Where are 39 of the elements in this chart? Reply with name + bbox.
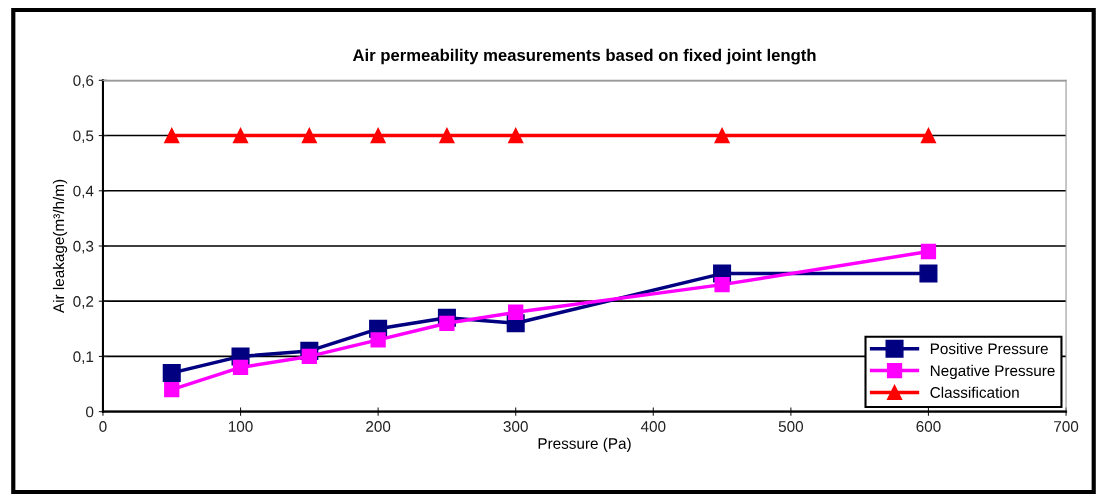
x-tick-label: 700 bbox=[1054, 421, 1079, 432]
point bbox=[920, 243, 937, 260]
point bbox=[508, 127, 524, 144]
point bbox=[232, 359, 249, 376]
y-tick-label: 0,5 bbox=[73, 130, 94, 144]
x-tick-label: 0 bbox=[99, 421, 107, 432]
point bbox=[920, 127, 937, 144]
y-tick-label: 0 bbox=[86, 406, 94, 418]
point bbox=[164, 127, 180, 144]
legend-label: Classification bbox=[930, 386, 1019, 398]
point bbox=[370, 332, 386, 348]
x-tick-label: 600 bbox=[916, 421, 941, 432]
x-tick-label: 400 bbox=[640, 421, 666, 432]
point bbox=[714, 276, 730, 293]
point bbox=[439, 127, 455, 144]
point bbox=[301, 127, 317, 144]
x-tick-label: 300 bbox=[503, 421, 528, 432]
point bbox=[162, 363, 181, 383]
point bbox=[508, 304, 524, 320]
y-tick-label: 0,4 bbox=[73, 185, 94, 199]
legend-label: Negative Pressure bbox=[930, 364, 1055, 380]
y-tick-label: 0,3 bbox=[73, 240, 94, 254]
y-tick-label: 0,1 bbox=[73, 351, 94, 364]
point bbox=[919, 264, 938, 283]
x-axis-title: Pressure (Pa) bbox=[538, 437, 631, 452]
point bbox=[439, 315, 455, 331]
point bbox=[370, 127, 386, 144]
point bbox=[301, 348, 317, 365]
y-tick-label: 0,2 bbox=[73, 296, 94, 309]
point bbox=[714, 127, 730, 144]
y-tick-label: 0,6 bbox=[73, 75, 94, 88]
x-tick-label: 200 bbox=[366, 421, 391, 432]
legend-label: Positive Pressure bbox=[930, 342, 1048, 355]
point bbox=[164, 381, 180, 398]
y-axis-title: Air leakage(m³/h/m) bbox=[52, 179, 68, 314]
x-tick-label: 500 bbox=[778, 421, 804, 432]
chart-title: Air permeability measurements based on fixed joint length bbox=[352, 48, 816, 65]
x-tick-label: 100 bbox=[228, 421, 253, 432]
point bbox=[232, 127, 249, 144]
